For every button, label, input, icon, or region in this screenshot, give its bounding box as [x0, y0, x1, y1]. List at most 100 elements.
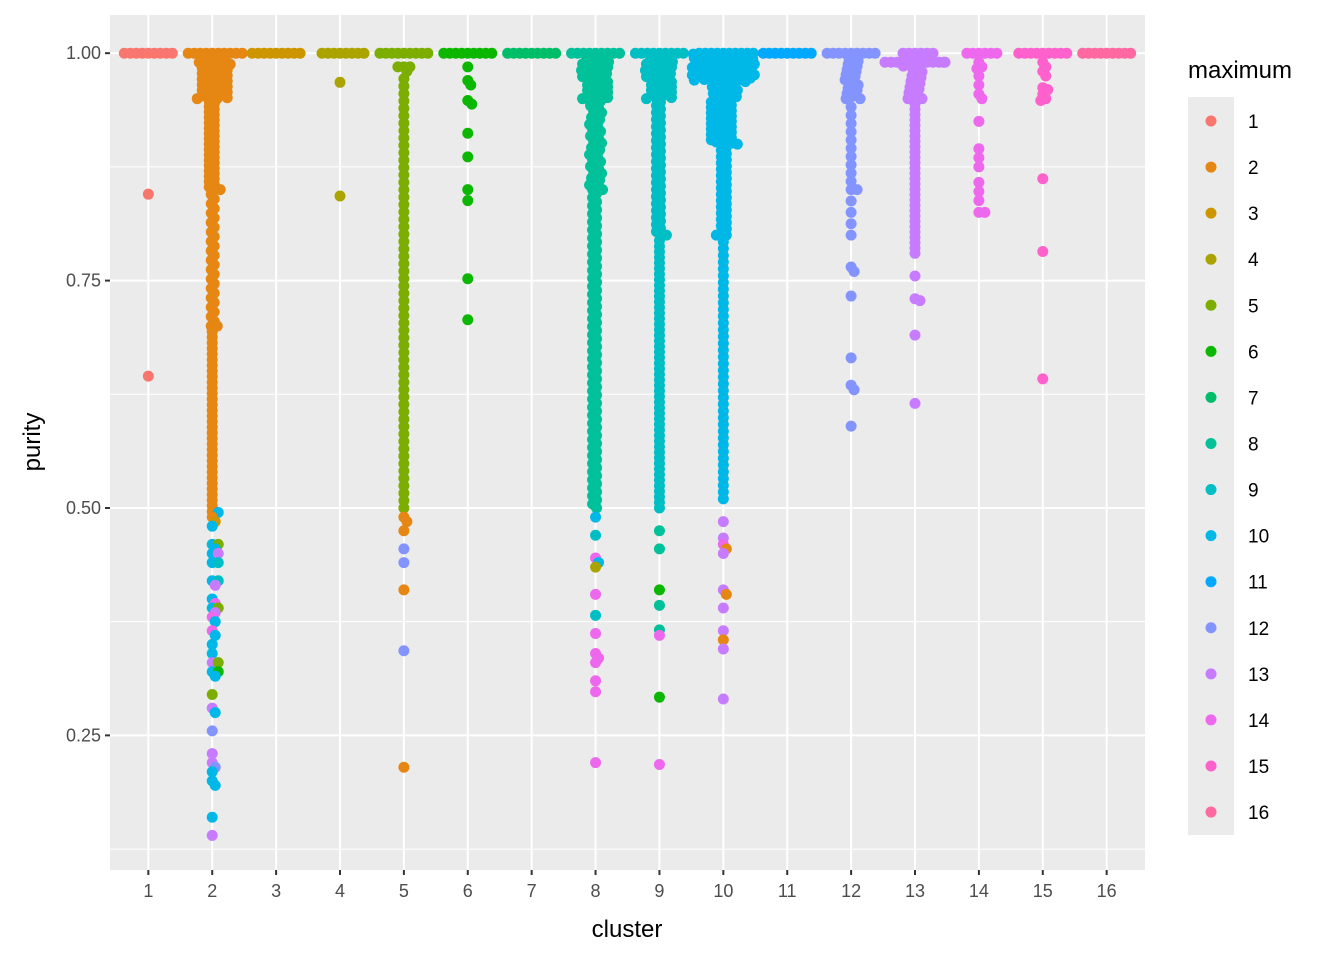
- data-point: [961, 48, 972, 59]
- legend-label: 12: [1248, 619, 1269, 640]
- data-point: [207, 521, 218, 532]
- data-point: [237, 48, 248, 59]
- data-point: [654, 584, 665, 595]
- data-point: [678, 48, 689, 59]
- data-point: [898, 61, 909, 72]
- data-point: [207, 689, 218, 700]
- data-point: [335, 77, 346, 88]
- data-point: [590, 512, 601, 523]
- legend-key: [1206, 438, 1217, 449]
- data-point: [222, 92, 233, 103]
- data-point: [718, 694, 729, 705]
- x-tick-label: 5: [399, 881, 409, 901]
- data-point: [466, 99, 477, 110]
- x-tick-label: 11: [778, 881, 797, 901]
- data-point: [846, 352, 857, 363]
- data-point: [210, 707, 221, 718]
- data-point: [732, 139, 743, 150]
- data-point: [718, 516, 729, 527]
- data-point: [183, 48, 194, 59]
- legend-label: 10: [1248, 527, 1269, 548]
- legend-key: [1206, 714, 1217, 725]
- data-point: [210, 580, 221, 591]
- legend-key: [1206, 484, 1217, 495]
- data-point: [502, 48, 513, 59]
- data-point: [846, 196, 857, 207]
- data-point: [398, 645, 409, 656]
- data-point: [718, 603, 729, 614]
- data-point: [938, 57, 949, 68]
- data-point: [1037, 173, 1048, 184]
- legend-key: [1206, 208, 1217, 219]
- data-point: [641, 93, 652, 104]
- data-point: [846, 207, 857, 218]
- data-point: [359, 48, 370, 59]
- data-point: [666, 92, 677, 103]
- data-point: [550, 48, 561, 59]
- legend-key: [1206, 346, 1217, 357]
- data-point: [654, 692, 665, 703]
- data-point: [465, 80, 476, 91]
- data-point: [1013, 48, 1024, 59]
- data-point: [1061, 48, 1072, 59]
- x-tick-label: 7: [527, 881, 537, 901]
- x-axis-title: cluster: [592, 916, 663, 943]
- x-tick-label: 10: [713, 881, 733, 901]
- x-tick-label: 16: [1097, 881, 1117, 901]
- y-axis-title: purity: [19, 413, 46, 472]
- x-tick-label: 4: [335, 881, 345, 901]
- legend-key: [1206, 254, 1217, 265]
- data-point: [374, 48, 385, 59]
- data-point: [317, 48, 328, 59]
- x-tick-label: 12: [841, 881, 861, 901]
- legend-label: 6: [1248, 342, 1259, 363]
- legend: maximum 12345678910111213141516: [1188, 57, 1292, 835]
- data-point: [654, 600, 665, 611]
- data-point: [207, 830, 218, 841]
- data-point: [630, 48, 641, 59]
- data-point: [973, 161, 984, 172]
- x-tick-label: 2: [207, 881, 217, 901]
- data-point: [213, 557, 224, 568]
- y-tick-label: 0.75: [66, 271, 101, 291]
- legend-label: 13: [1248, 665, 1269, 686]
- data-point: [806, 48, 817, 59]
- x-tick-label: 14: [969, 881, 989, 901]
- legend-key: [1206, 576, 1217, 587]
- legend-label: 1: [1248, 112, 1259, 133]
- data-point: [462, 184, 473, 195]
- data-point: [740, 76, 751, 87]
- data-point: [654, 543, 665, 554]
- data-point: [398, 543, 409, 554]
- data-point: [590, 562, 601, 573]
- data-point: [979, 207, 990, 218]
- data-point: [207, 725, 218, 736]
- legend-label: 11: [1248, 573, 1268, 594]
- x-tick-label: 13: [905, 881, 925, 901]
- data-point: [462, 195, 473, 206]
- data-point: [880, 57, 891, 68]
- data-point: [654, 759, 665, 770]
- data-point: [699, 74, 710, 85]
- legend-key: [1206, 807, 1217, 818]
- data-point: [207, 812, 218, 823]
- data-point: [910, 398, 921, 409]
- beeswarm-chart: 0.250.500.751.001 2 3 4 5 6 7 8 9 10 11 12 13 14 15 16 …: [0, 0, 1344, 960]
- data-point: [976, 93, 987, 104]
- legend-key: [1206, 760, 1217, 771]
- legend-label: 16: [1248, 803, 1269, 824]
- legend-label: 3: [1248, 204, 1259, 225]
- data-point: [758, 48, 769, 59]
- legend-key: [1206, 530, 1217, 541]
- data-point: [718, 493, 729, 504]
- legend-key: [1206, 392, 1217, 403]
- legend-label: 4: [1248, 250, 1259, 271]
- data-point: [614, 48, 625, 59]
- data-point: [910, 271, 921, 282]
- data-point: [210, 671, 221, 682]
- legend-key: [1206, 622, 1217, 633]
- legend-title: maximum: [1188, 57, 1292, 84]
- y-tick-label: 0.25: [66, 725, 101, 745]
- data-point: [192, 93, 203, 104]
- data-point: [590, 530, 601, 541]
